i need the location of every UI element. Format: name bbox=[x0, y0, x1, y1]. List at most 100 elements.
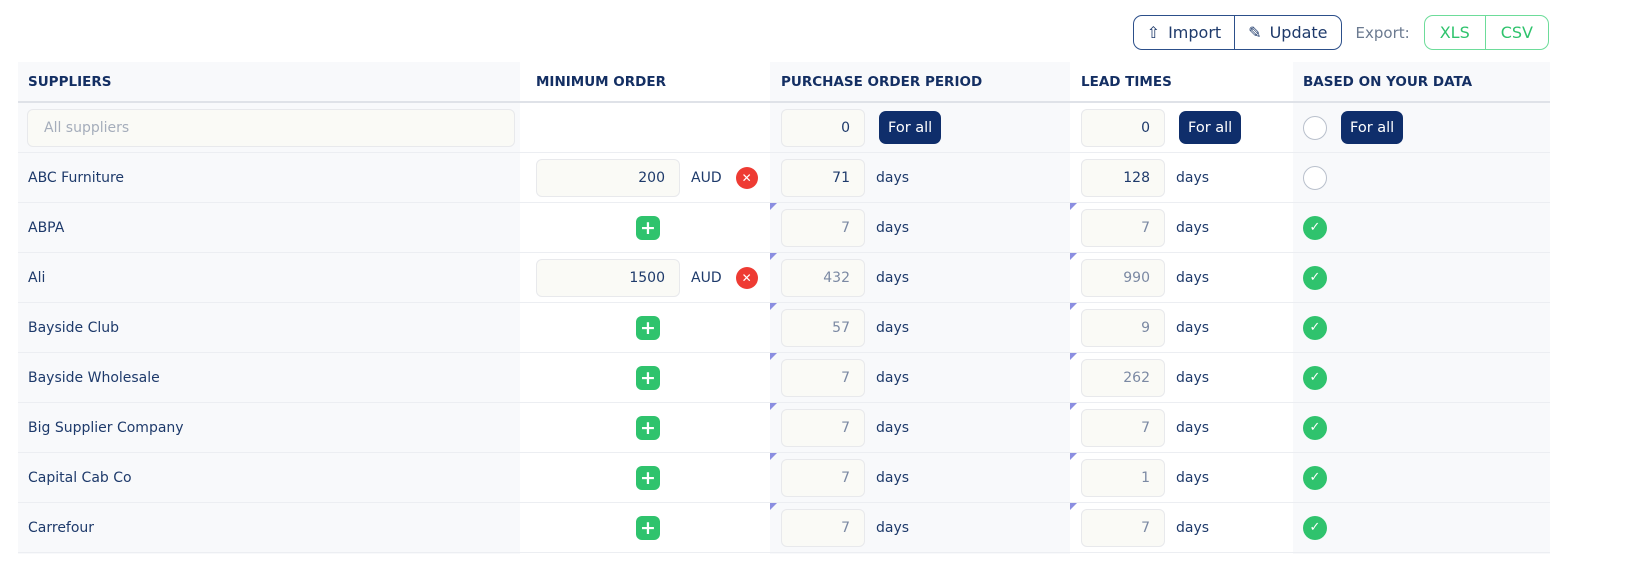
checked-icon[interactable]: ✓ bbox=[1303, 215, 1327, 240]
table-row: Big Supplier Company + 7 days 7 days ✓ bbox=[18, 403, 1550, 453]
lead-time-input[interactable]: 1 bbox=[1081, 458, 1165, 497]
supplier-name: Capital Cab Co bbox=[28, 469, 132, 486]
days-label: days bbox=[1176, 419, 1210, 436]
upload-icon: ⇧ bbox=[1146, 23, 1161, 42]
days-label: days bbox=[1176, 219, 1210, 236]
filter-row: All suppliers 0 For all 0 For all For all bbox=[18, 103, 1550, 153]
default-value-marker bbox=[1070, 503, 1077, 510]
add-min-order-icon[interactable]: + bbox=[636, 215, 660, 240]
lead-time-input[interactable]: 262 bbox=[1081, 358, 1165, 397]
header-purchase-order-period: PURCHASE ORDER PERIOD bbox=[781, 73, 983, 90]
default-value-marker bbox=[1070, 403, 1077, 410]
table-header: SUPPLIERS MINIMUM ORDER PURCHASE ORDER P… bbox=[18, 62, 1550, 103]
currency-label: AUD bbox=[691, 269, 722, 286]
table-row: Bayside Club + 57 days 9 days ✓ bbox=[18, 303, 1550, 353]
pop-input[interactable]: 71 bbox=[781, 158, 865, 197]
import-button[interactable]: ⇧ Import bbox=[1146, 23, 1222, 42]
default-value-marker bbox=[1070, 353, 1077, 360]
supplier-name: Carrefour bbox=[28, 519, 95, 536]
add-min-order-icon[interactable]: + bbox=[636, 365, 660, 390]
unchecked-radio[interactable] bbox=[1303, 165, 1327, 190]
lead-time-input[interactable]: 9 bbox=[1081, 308, 1165, 347]
suppliers-table: SUPPLIERS MINIMUM ORDER PURCHASE ORDER P… bbox=[18, 62, 1550, 554]
days-label: days bbox=[1176, 469, 1210, 486]
table-row: ABPA + 7 days 7 days ✓ bbox=[18, 203, 1550, 253]
export-csv-button[interactable]: CSV bbox=[1484, 16, 1548, 49]
days-label: days bbox=[876, 519, 910, 536]
checked-icon[interactable]: ✓ bbox=[1303, 365, 1327, 390]
days-label: days bbox=[1176, 169, 1210, 186]
checked-icon[interactable]: ✓ bbox=[1303, 465, 1327, 490]
table-row: Carrefour + 7 days 7 days ✓ bbox=[18, 503, 1550, 553]
supplier-name: Big Supplier Company bbox=[28, 419, 184, 436]
based-for-all-radio[interactable] bbox=[1303, 115, 1327, 140]
days-label: days bbox=[1176, 369, 1210, 386]
min-order-input[interactable]: 1500 bbox=[536, 258, 680, 297]
default-value-marker bbox=[1070, 453, 1077, 460]
currency-label: AUD bbox=[691, 169, 722, 186]
days-label: days bbox=[876, 369, 910, 386]
default-value-marker bbox=[770, 303, 777, 310]
default-value-marker bbox=[770, 403, 777, 410]
pop-input[interactable]: 7 bbox=[781, 458, 865, 497]
days-label: days bbox=[1176, 319, 1210, 336]
supplier-search-input[interactable]: All suppliers bbox=[27, 108, 515, 147]
checked-icon[interactable]: ✓ bbox=[1303, 415, 1327, 440]
add-min-order-icon[interactable]: + bbox=[636, 315, 660, 340]
header-minimum-order: MINIMUM ORDER bbox=[536, 73, 667, 90]
add-min-order-icon[interactable]: + bbox=[636, 515, 660, 540]
update-button[interactable]: ✎ Update bbox=[1234, 16, 1340, 49]
lead-time-input[interactable]: 990 bbox=[1081, 258, 1165, 297]
import-update-group: ⇧ Import ✎ Update bbox=[1132, 15, 1342, 50]
add-min-order-icon[interactable]: + bbox=[636, 415, 660, 440]
default-value-marker bbox=[770, 353, 777, 360]
lead-time-input[interactable]: 7 bbox=[1081, 408, 1165, 447]
add-min-order-icon[interactable]: + bbox=[636, 465, 660, 490]
days-label: days bbox=[876, 169, 910, 186]
supplier-name: ABPA bbox=[28, 219, 65, 236]
days-label: days bbox=[876, 269, 910, 286]
pop-input[interactable]: 7 bbox=[781, 508, 865, 547]
pop-input[interactable]: 7 bbox=[781, 358, 865, 397]
supplier-name: ABC Furniture bbox=[28, 169, 125, 186]
lead-for-all-input[interactable]: 0 bbox=[1081, 108, 1165, 147]
pop-input[interactable]: 432 bbox=[781, 258, 865, 297]
lead-time-input[interactable]: 7 bbox=[1081, 208, 1165, 247]
supplier-name: Bayside Club bbox=[28, 319, 120, 336]
default-value-marker bbox=[770, 503, 777, 510]
pop-input[interactable]: 57 bbox=[781, 308, 865, 347]
days-label: days bbox=[876, 469, 910, 486]
table-row: Capital Cab Co + 7 days 1 days ✓ bbox=[18, 453, 1550, 503]
toolbar: ⇧ Import ✎ Update Export: XLS CSV bbox=[1132, 15, 1549, 50]
default-value-marker bbox=[770, 203, 777, 210]
header-lead-times: LEAD TIMES bbox=[1081, 73, 1172, 90]
lead-for-all-button[interactable]: For all bbox=[1179, 111, 1242, 144]
export-xls-button[interactable]: XLS bbox=[1439, 23, 1470, 42]
export-group: XLS CSV bbox=[1423, 15, 1549, 50]
checked-icon[interactable]: ✓ bbox=[1303, 515, 1327, 540]
edit-icon: ✎ bbox=[1248, 23, 1262, 42]
days-label: days bbox=[876, 219, 910, 236]
default-value-marker bbox=[770, 453, 777, 460]
lead-time-input[interactable]: 7 bbox=[1081, 508, 1165, 547]
checked-icon[interactable]: ✓ bbox=[1303, 265, 1327, 290]
table-row: Ali 1500 AUD ✕ 432 days 990 days ✓ bbox=[18, 253, 1550, 303]
default-value-marker bbox=[1070, 253, 1077, 260]
pop-for-all-input[interactable]: 0 bbox=[781, 108, 865, 147]
export-label: Export: bbox=[1355, 23, 1410, 42]
checked-icon[interactable]: ✓ bbox=[1303, 315, 1327, 340]
based-for-all-button[interactable]: For all bbox=[1341, 111, 1404, 144]
header-based-on-data: BASED ON YOUR DATA bbox=[1303, 73, 1473, 90]
table-row: Bayside Wholesale + 7 days 262 days ✓ bbox=[18, 353, 1550, 403]
days-label: days bbox=[876, 319, 910, 336]
days-label: days bbox=[1176, 519, 1210, 536]
supplier-name: Ali bbox=[28, 269, 46, 286]
min-order-input[interactable]: 200 bbox=[536, 158, 680, 197]
default-value-marker bbox=[770, 253, 777, 260]
remove-min-order-icon[interactable]: ✕ bbox=[735, 266, 758, 289]
pop-for-all-button[interactable]: For all bbox=[879, 111, 942, 144]
pop-input[interactable]: 7 bbox=[781, 208, 865, 247]
lead-time-input[interactable]: 128 bbox=[1081, 158, 1165, 197]
remove-min-order-icon[interactable]: ✕ bbox=[735, 166, 758, 189]
pop-input[interactable]: 7 bbox=[781, 408, 865, 447]
